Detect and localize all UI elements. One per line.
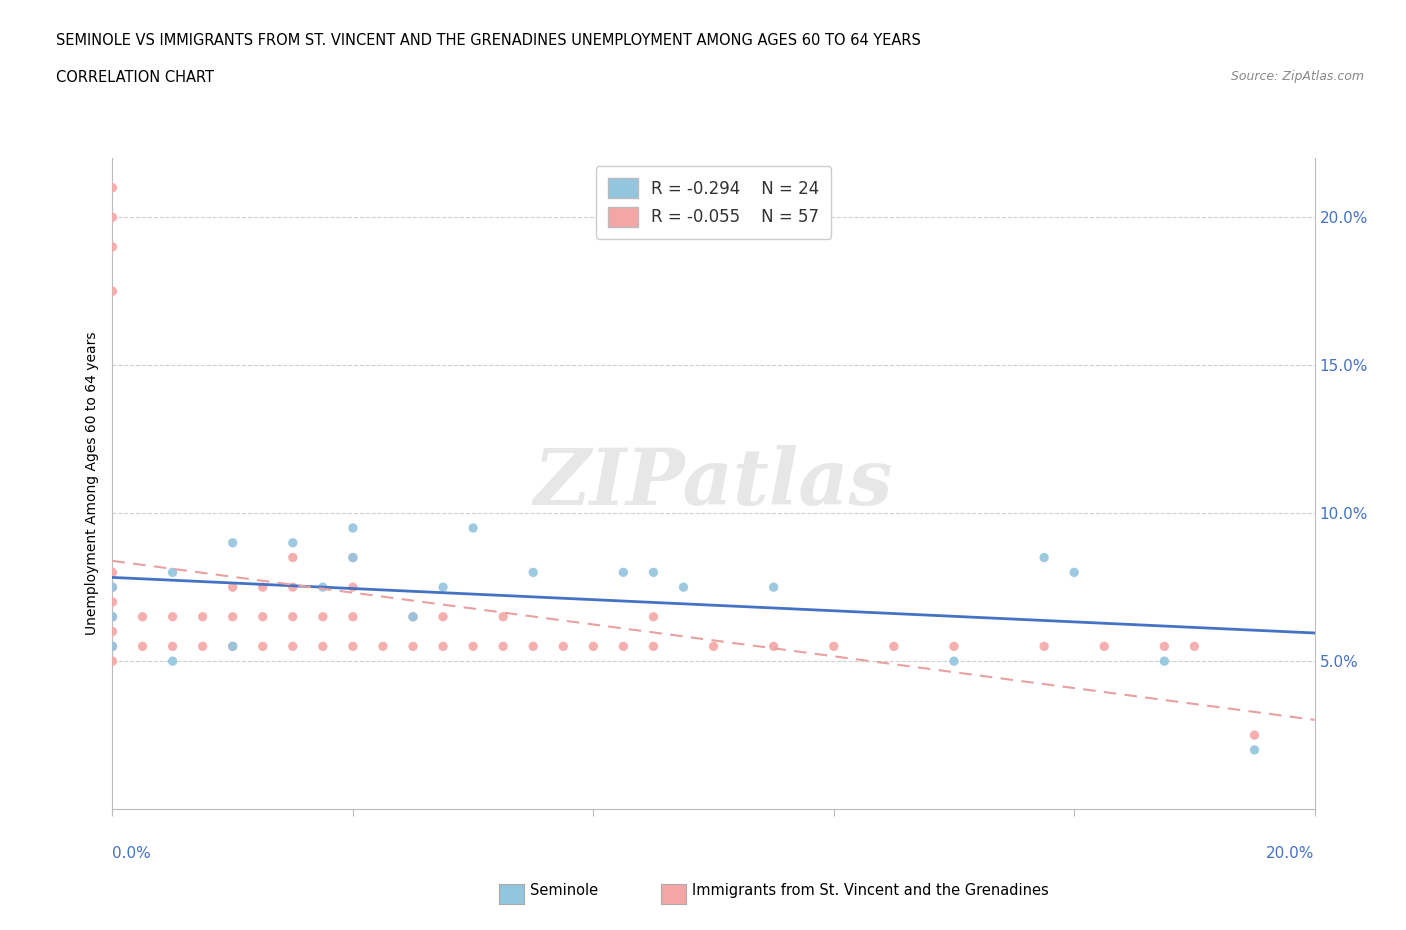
Point: [281, 536, 304, 551]
Point: [101, 609, 124, 624]
Point: [1153, 639, 1175, 654]
Point: [1092, 639, 1115, 654]
Point: [162, 565, 184, 579]
Point: [402, 609, 425, 624]
Point: [101, 654, 124, 669]
Point: [252, 609, 274, 624]
Point: [101, 210, 124, 225]
Point: [222, 639, 245, 654]
Text: Seminole: Seminole: [530, 884, 598, 898]
Point: [402, 639, 425, 654]
Point: [492, 609, 515, 624]
Point: [101, 609, 124, 624]
Point: [101, 284, 124, 299]
Point: [252, 639, 274, 654]
Point: [702, 639, 725, 654]
Point: [883, 639, 905, 654]
Point: [643, 565, 665, 579]
Point: [432, 609, 454, 624]
Point: [342, 551, 364, 565]
Point: [942, 639, 965, 654]
Point: [191, 609, 214, 624]
Point: [101, 239, 124, 254]
Point: [643, 609, 665, 624]
Point: [643, 639, 665, 654]
Point: [281, 609, 304, 624]
Point: [582, 639, 605, 654]
Point: [1033, 639, 1056, 654]
Point: [1243, 742, 1265, 757]
Point: [342, 609, 364, 624]
Point: [1033, 551, 1056, 565]
Point: [191, 639, 214, 654]
Point: [672, 579, 695, 594]
Point: [101, 579, 124, 594]
Point: [131, 609, 153, 624]
Point: [762, 579, 785, 594]
Point: [101, 594, 124, 609]
Point: [222, 536, 245, 551]
Point: [1243, 727, 1265, 742]
Point: [402, 609, 425, 624]
Point: [101, 180, 124, 195]
Point: [222, 609, 245, 624]
Point: [342, 551, 364, 565]
Point: [522, 639, 544, 654]
Point: [312, 639, 335, 654]
Point: [312, 609, 335, 624]
Point: [461, 521, 484, 536]
Point: [1063, 565, 1085, 579]
Point: [432, 639, 454, 654]
Text: CORRELATION CHART: CORRELATION CHART: [56, 70, 214, 85]
Point: [101, 579, 124, 594]
Point: [222, 639, 245, 654]
Point: [281, 579, 304, 594]
Point: [101, 565, 124, 579]
Point: [612, 639, 634, 654]
Text: Immigrants from St. Vincent and the Grenadines: Immigrants from St. Vincent and the Gren…: [692, 884, 1049, 898]
Point: [162, 639, 184, 654]
Point: [762, 639, 785, 654]
Point: [371, 639, 394, 654]
Point: [342, 639, 364, 654]
Text: 20.0%: 20.0%: [1267, 846, 1315, 861]
Point: [522, 565, 544, 579]
Point: [222, 579, 245, 594]
Point: [1153, 654, 1175, 669]
Point: [162, 609, 184, 624]
Point: [162, 654, 184, 669]
Point: [101, 639, 124, 654]
Text: ZIPatlas: ZIPatlas: [534, 445, 893, 522]
Text: SEMINOLE VS IMMIGRANTS FROM ST. VINCENT AND THE GRENADINES UNEMPLOYMENT AMONG AG: SEMINOLE VS IMMIGRANTS FROM ST. VINCENT …: [56, 33, 921, 47]
Text: Source: ZipAtlas.com: Source: ZipAtlas.com: [1230, 70, 1364, 83]
Point: [823, 639, 845, 654]
Point: [342, 521, 364, 536]
Point: [492, 639, 515, 654]
Point: [612, 565, 634, 579]
Point: [101, 639, 124, 654]
Point: [432, 579, 454, 594]
Point: [252, 579, 274, 594]
Y-axis label: Unemployment Among Ages 60 to 64 years: Unemployment Among Ages 60 to 64 years: [86, 332, 100, 635]
Point: [281, 551, 304, 565]
Point: [553, 639, 575, 654]
Point: [342, 579, 364, 594]
Point: [942, 654, 965, 669]
Text: 0.0%: 0.0%: [112, 846, 152, 861]
Point: [131, 639, 153, 654]
Point: [281, 639, 304, 654]
Point: [312, 579, 335, 594]
Point: [1184, 639, 1206, 654]
Legend: R = -0.294    N = 24, R = -0.055    N = 57: R = -0.294 N = 24, R = -0.055 N = 57: [596, 166, 831, 239]
Point: [101, 624, 124, 639]
Point: [461, 639, 484, 654]
